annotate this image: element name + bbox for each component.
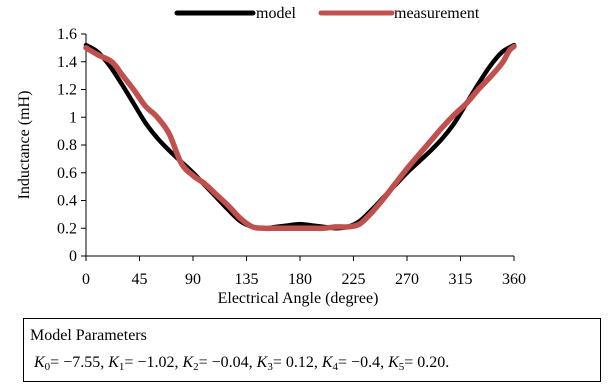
series-line-model (83, 42, 517, 231)
x-axis-label: Electrical Angle (degree) (218, 290, 379, 307)
x-tick-label: 45 (132, 271, 148, 288)
parameter-k2: K2= −0.04 (182, 354, 249, 373)
legend: model measurement (174, 5, 480, 22)
y-tick-label: 0.8 (57, 137, 77, 154)
axes: 0 0.2 0.4 0.6 0.8 1 1.2 1.4 1.6 0 45 90 135 180 225 270… (57, 26, 526, 288)
model-parameters-values: K0= −7.55, K1= −1.02, K2= −0.04, K3= 0.1… (34, 354, 450, 373)
y-tick-label: 1.6 (57, 26, 77, 43)
y-axis-label: Inductance (mH) (16, 91, 33, 200)
inductance-chart: model measurement 0 0.2 0.4 0.6 0.8 1 1.2 1.4 1.6… (16, 5, 526, 307)
y-tick-label: 0.4 (57, 193, 77, 210)
x-tick-label: 270 (395, 271, 419, 288)
x-tick-label: 135 (235, 271, 259, 288)
y-tick-label: 1.4 (57, 54, 77, 71)
y-tick-label: 1 (69, 109, 77, 126)
legend-label-measurement: measurement (394, 5, 480, 22)
parameter-k5: K5= 0.20. (388, 354, 450, 373)
x-tick-label: 90 (185, 271, 201, 288)
y-tick-label: 0.6 (57, 165, 77, 182)
parameter-k0: K0= −7.55 (34, 354, 101, 373)
model-parameters-box: Model Parameters K0= −7.55, K1= −1.02, K… (23, 318, 601, 382)
parameter-k3: K3= 0.12 (256, 354, 314, 373)
parameter-k4: K4= −0.4 (321, 354, 381, 373)
y-tick-label: 0 (69, 248, 77, 265)
legend-label-model: model (256, 5, 297, 22)
series-line-measurement (83, 43, 517, 232)
y-tick-label: 1.2 (57, 82, 77, 99)
x-tick-label: 315 (449, 271, 473, 288)
x-tick-label: 360 (502, 271, 526, 288)
x-tick-label: 180 (288, 271, 312, 288)
series-layer (83, 42, 517, 232)
x-tick-label: 0 (82, 271, 90, 288)
x-tick-label: 225 (342, 271, 366, 288)
model-parameters-title: Model Parameters (30, 327, 147, 344)
y-tick-label: 0.2 (57, 220, 77, 237)
parameter-k1: K1= −1.02 (108, 354, 175, 373)
